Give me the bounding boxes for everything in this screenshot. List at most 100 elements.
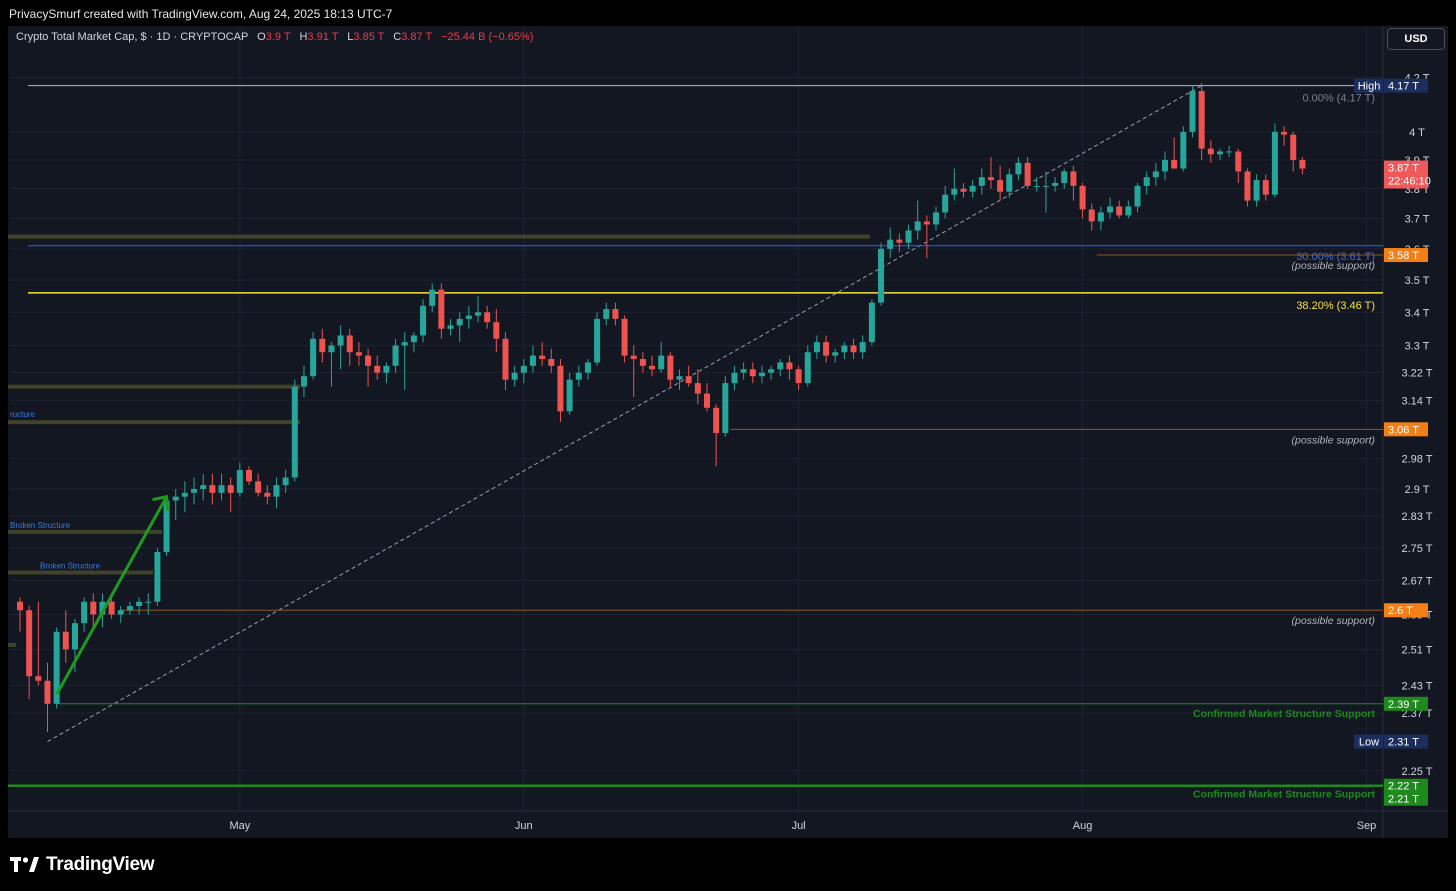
price-badge [1384, 603, 1428, 618]
candle-body [126, 605, 133, 611]
candle-body [685, 376, 692, 384]
candle-body [291, 386, 298, 478]
candle-body [713, 407, 720, 433]
candle-body [181, 492, 188, 497]
candle-body [676, 376, 683, 380]
candle-body [1152, 171, 1159, 178]
possible-support-label: (possible support) [1292, 434, 1375, 446]
candle-body [603, 309, 610, 319]
candle-body [191, 488, 198, 493]
candle-body [511, 372, 518, 380]
candle-body [1281, 131, 1288, 135]
y-tick-label: 3.7 T [1405, 213, 1430, 225]
fib-level-30-label: 30.00% (3.61 T) [1296, 251, 1375, 263]
candle-body [612, 309, 619, 319]
candle-body [218, 485, 225, 493]
candle-body [694, 383, 701, 394]
candle-body [392, 345, 399, 366]
last-price-badge [1384, 160, 1428, 189]
price-badge-value: 3.06 T [1388, 424, 1419, 436]
price-badge [1384, 422, 1428, 437]
candle-body [832, 352, 839, 356]
price-badge-value: 3.58 T [1388, 250, 1419, 262]
attribution-text: PrivacySmurf created with TradingView.co… [9, 7, 393, 21]
y-tick-label: 3.22 T [1402, 368, 1433, 380]
candle-body [154, 551, 161, 602]
y-tick-label: 3.3 T [1405, 340, 1430, 352]
y-tick-label: 4 T [1409, 127, 1425, 139]
candle-body [658, 355, 665, 370]
confirmed-support-label: Confirmed Market Structure Support [1193, 708, 1376, 720]
candle-body [1116, 206, 1123, 216]
candle-body [584, 362, 591, 373]
candle-body [704, 393, 710, 408]
candle-body [1061, 171, 1068, 183]
candle-body [1079, 185, 1086, 210]
candle-body [1198, 90, 1205, 149]
price-badge-value: 2.6 T [1388, 605, 1413, 617]
possible-support-label: (possible support) [1292, 615, 1375, 627]
candle-body [749, 369, 756, 377]
price-badge-value: 2.31 T [1388, 737, 1419, 749]
broken-structure-label: Broken Structure [10, 521, 71, 530]
x-tick-label: Jul [792, 820, 806, 832]
candle-body [804, 352, 811, 384]
candle-body [1033, 185, 1040, 187]
candle-body [365, 355, 372, 366]
y-tick-label: 3.5 T [1405, 275, 1430, 287]
candle-body [529, 355, 536, 366]
candle-body [1235, 151, 1242, 172]
candle-body [1180, 131, 1187, 169]
candle-body [1299, 159, 1306, 169]
tradingview-logo-icon [10, 857, 39, 872]
candle-body [887, 239, 894, 249]
candle-body [246, 469, 252, 482]
close-value: 3.87 T [401, 31, 433, 43]
candle-body [868, 302, 875, 343]
candle-body [914, 221, 921, 231]
candle-body [273, 485, 280, 497]
candle-body [26, 610, 33, 677]
candle-body [1262, 180, 1269, 195]
close-label: C [393, 31, 402, 43]
candle-body [978, 177, 985, 186]
candle-body [896, 239, 903, 243]
candle-body [731, 372, 738, 384]
candle-body [667, 355, 674, 380]
trend-arrow-line [55, 495, 168, 696]
currency-button[interactable]: USD [1387, 28, 1445, 50]
broken-structure-label: Broken Structure [40, 561, 101, 570]
candle-body [987, 177, 994, 181]
y-tick-label: 3.4 T [1405, 307, 1430, 319]
price-badge [1384, 791, 1428, 806]
candle-body [1042, 185, 1049, 187]
candle-body [465, 315, 472, 319]
candle-body [136, 601, 143, 606]
candle-body [1088, 209, 1095, 222]
candle-body [264, 492, 271, 497]
low-value: 3.85 T [353, 31, 385, 43]
y-tick-label: 2.25 T [1402, 766, 1433, 778]
candle-body [209, 485, 216, 493]
candle-body [1143, 177, 1150, 186]
candle-body [813, 342, 820, 353]
candle-body [1290, 134, 1297, 160]
candle-body [539, 355, 546, 360]
candle-body [108, 601, 115, 615]
candle-body [1226, 151, 1233, 153]
candle-body [99, 601, 106, 615]
footer-brand: TradingView [46, 854, 155, 875]
open-label: O [257, 31, 266, 43]
candle-body [438, 289, 445, 329]
y-tick-label: 2.83 T [1402, 511, 1433, 523]
candle-body [319, 338, 326, 353]
y-tick-label: 2.67 T [1402, 576, 1433, 588]
y-tick-label: 2.98 T [1402, 454, 1433, 466]
candle-body [145, 601, 152, 603]
candle-body [758, 372, 765, 377]
candle-body [337, 335, 344, 346]
price-badge-value: 2.39 T [1388, 699, 1419, 711]
candle-body [420, 305, 427, 336]
candle-body [200, 485, 207, 489]
